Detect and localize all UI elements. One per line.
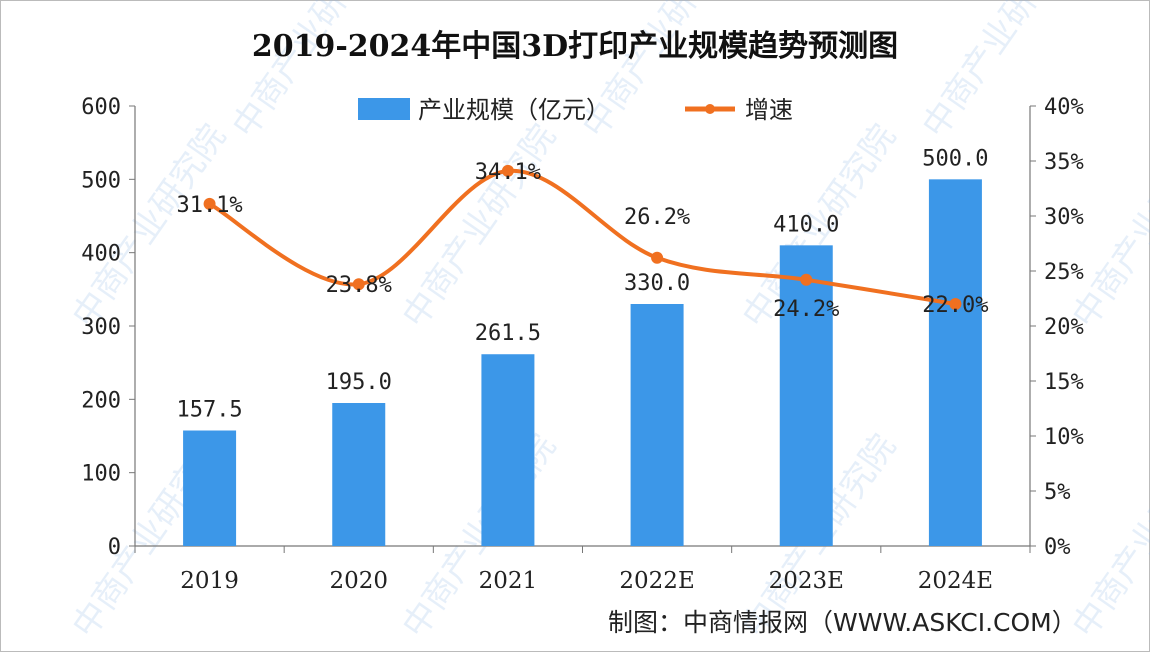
left-tick-label: 200	[81, 388, 121, 413]
legend-bar-swatch	[358, 98, 410, 120]
watermark-text: 中商产业研究院	[1065, 427, 1150, 645]
legend-bar-label: 产业规模（亿元）	[418, 96, 610, 124]
x-category-label: 2021	[479, 568, 538, 594]
growth-point-2021	[501, 164, 514, 177]
right-tick-label: 40%	[1044, 95, 1084, 120]
left-tick-label: 300	[81, 315, 121, 340]
bar-2020	[332, 403, 386, 546]
growth-line	[208, 168, 956, 306]
growth-value-label: 22.0%	[922, 293, 988, 318]
left-tick-label: 400	[81, 242, 121, 267]
x-category-label: 2022E	[619, 568, 694, 594]
right-tick-label: 25%	[1044, 260, 1084, 285]
left-tick-label: 100	[81, 462, 121, 487]
left-tick-label: 600	[81, 95, 121, 120]
bar-value-label: 157.5	[176, 398, 242, 423]
right-tick-label: 0%	[1044, 535, 1071, 560]
bar-value-label: 195.0	[326, 370, 392, 395]
bar-2024E	[928, 179, 982, 547]
right-tick-label: 5%	[1044, 480, 1071, 505]
left-tick-label: 0	[108, 535, 121, 560]
watermark-text: 中商产业研究院	[225, 0, 394, 145]
growth-point-2022E	[651, 251, 664, 264]
legend-line-label: 增速	[745, 96, 793, 124]
right-tick-label: 15%	[1044, 370, 1084, 395]
bar-value-label: 261.5	[475, 321, 541, 346]
watermark-text: 中商产业研究院	[915, 0, 1084, 145]
x-category-label: 2023E	[769, 568, 844, 594]
growth-value-label: 26.2%	[624, 205, 690, 230]
bar-value-label: 500.0	[922, 146, 988, 171]
right-tick-label: 30%	[1044, 205, 1084, 230]
source-note: 制图：中商情报网（WWW.ASKCI.COM）	[608, 608, 1077, 637]
bar-value-label: 330.0	[624, 271, 690, 296]
right-tick-label: 20%	[1044, 315, 1084, 340]
watermark-text: 中商产业研究院	[395, 117, 564, 335]
growth-point-2023E	[800, 273, 813, 286]
growth-point-2020	[352, 278, 365, 291]
legend-line-marker	[705, 104, 715, 114]
bar-value-label: 410.0	[773, 212, 839, 237]
right-tick-label: 35%	[1044, 150, 1084, 175]
right-tick-label: 10%	[1044, 425, 1084, 450]
growth-point-2019	[203, 197, 216, 210]
left-tick-label: 500	[81, 168, 121, 193]
watermark-text: 中商产业研究院	[65, 117, 234, 335]
bar-2021	[481, 354, 535, 546]
growth-value-label: 24.2%	[773, 297, 839, 322]
bar-2019	[183, 430, 237, 546]
legend: 产业规模（亿元） 增速	[358, 96, 793, 124]
growth-value-label: 23.8%	[326, 273, 392, 298]
growth-point-2024E	[949, 298, 962, 310]
growth-value-label: 31.1%	[176, 193, 242, 218]
bar-2022E	[630, 304, 684, 546]
x-category-label: 2020	[329, 568, 388, 594]
bar-2023E	[779, 245, 833, 547]
growth-value-label: 34.1%	[475, 160, 541, 185]
x-category-label: 2019	[180, 568, 239, 594]
chart-title: 2019-2024年中国3D打印产业规模趋势预测图	[252, 29, 898, 64]
x-category-label: 2024E	[918, 568, 993, 594]
watermark-text: 中商产业研究院	[395, 427, 564, 645]
